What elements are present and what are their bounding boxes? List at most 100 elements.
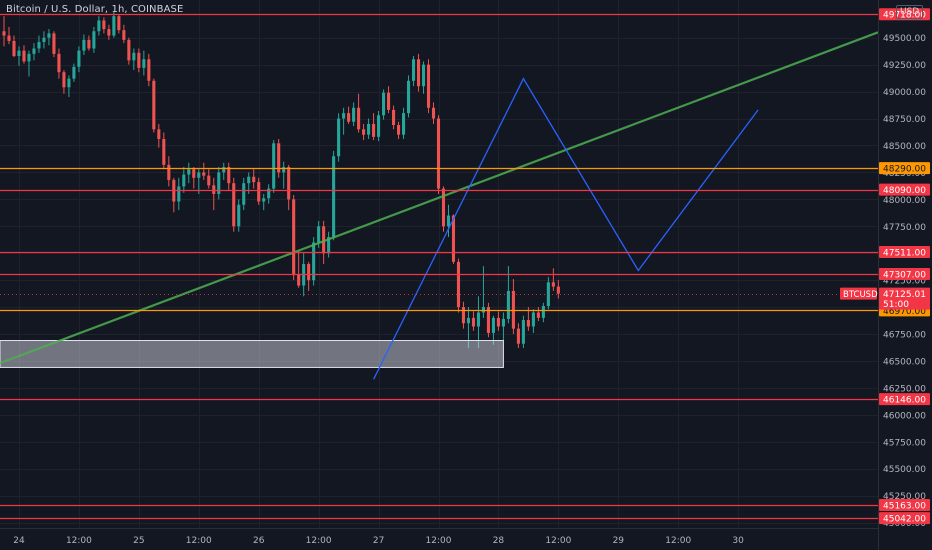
level-price-tag-text: 46146.00 <box>883 396 926 406</box>
bar-countdown: 51:00 <box>883 300 909 310</box>
candle <box>52 31 56 58</box>
candle-body <box>262 198 266 202</box>
candle <box>187 162 191 184</box>
candle <box>367 118 371 140</box>
candle <box>97 16 101 36</box>
level-price-tag-text: 45163.00 <box>883 502 926 512</box>
price-tick-label: 47250.00 <box>883 277 926 287</box>
level-price-tag[interactable]: 45042.00 <box>879 512 930 525</box>
candle-body <box>332 156 336 238</box>
trendline[interactable] <box>0 31 879 365</box>
candle <box>227 162 231 191</box>
candle-body <box>22 50 26 62</box>
time-tick-label: 24 <box>13 536 25 546</box>
candle-body <box>152 80 156 130</box>
level-price-tag[interactable]: 48090.00 <box>879 183 930 197</box>
candle-body <box>197 172 201 178</box>
candle <box>197 169 201 194</box>
candle-body <box>357 107 361 130</box>
time-tick-label: 12:00 <box>665 536 691 546</box>
candle-body <box>307 264 311 281</box>
candle <box>397 121 401 140</box>
price-tick-label: 46750.00 <box>883 331 926 341</box>
candle <box>47 29 51 46</box>
candle-body <box>421 64 426 87</box>
support-zone-rectangle[interactable] <box>0 340 504 368</box>
time-tick-label: 12:00 <box>306 536 332 546</box>
candle-body <box>431 107 436 119</box>
candle-body <box>37 42 41 49</box>
candle-body <box>471 317 476 327</box>
candle-body <box>157 129 161 140</box>
candle-body <box>12 40 16 57</box>
candle-body <box>232 183 236 227</box>
candle <box>471 311 476 331</box>
candle <box>262 193 266 211</box>
price-tick-label: 45250.00 <box>883 492 926 502</box>
candle <box>416 53 421 92</box>
candle <box>441 186 446 232</box>
candle <box>162 132 166 170</box>
candle <box>87 35 91 51</box>
time-tick-label: 25 <box>133 536 144 546</box>
candle-body <box>461 307 466 324</box>
candle-body <box>107 29 111 36</box>
level-price-tag[interactable]: 46146.00 <box>879 393 930 406</box>
candle-body <box>282 167 286 173</box>
candle <box>82 34 86 55</box>
candle <box>62 70 66 94</box>
level-price-tag-background <box>879 268 930 281</box>
candle-body <box>337 118 341 157</box>
candle-body <box>227 167 231 184</box>
candle <box>377 110 381 142</box>
time-tick-label: 12:00 <box>545 536 571 546</box>
candle-body <box>17 50 21 57</box>
candle-body <box>451 215 456 262</box>
symbol-tag[interactable]: BTCUSD <box>840 287 878 301</box>
candle <box>152 78 156 133</box>
time-axis[interactable]: 24 12:00 25 12:00 26 12:00 27 12:00 28 12:00 29 12:… <box>0 528 878 550</box>
candle <box>382 89 386 120</box>
candle <box>272 140 276 193</box>
level-price-tag[interactable]: 45163.00 <box>879 499 930 512</box>
candle <box>406 75 411 118</box>
candle <box>536 307 540 322</box>
candle <box>496 311 500 331</box>
candle <box>307 261 311 291</box>
time-tick-label: 29 <box>613 536 625 546</box>
candle-body <box>506 290 510 319</box>
candle <box>541 302 545 323</box>
candle-body <box>436 118 441 189</box>
level-price-tag[interactable]: 47511.00 <box>879 246 930 259</box>
candle-body <box>382 92 386 116</box>
currency-button[interactable]: USD <box>896 5 924 19</box>
candle <box>22 45 26 64</box>
candle-body <box>466 317 471 324</box>
chart-title: Bitcoin / U.S. Dollar, 1h, COINBASE <box>6 4 184 15</box>
time-tick-label: 27 <box>373 536 384 546</box>
candle <box>401 107 406 140</box>
candle-body <box>222 167 226 173</box>
candle <box>252 169 256 189</box>
candle <box>426 59 431 114</box>
level-price-tag[interactable]: 48290.00 <box>879 162 930 175</box>
level-price-tag-text: 47511.00 <box>883 249 926 259</box>
level-price-tag[interactable]: 47307.00 <box>879 268 930 281</box>
level-price-tag[interactable]: 49718.00 <box>879 8 930 21</box>
candle-body <box>52 33 56 54</box>
time-tick-label: 12:00 <box>66 536 92 546</box>
price-tick-label: 48750.00 <box>883 115 926 125</box>
candle <box>122 24 126 44</box>
level-price-tag-background <box>879 499 930 512</box>
candle <box>112 11 116 38</box>
candle-body <box>97 20 101 32</box>
price-axis[interactable]: 49500.00 49250.00 49000.00 48750.00 48500.00… <box>878 0 932 550</box>
candle-body <box>486 307 490 333</box>
candle <box>17 46 21 66</box>
candle <box>72 63 76 82</box>
level-price-tag-text: 48290.00 <box>883 165 926 175</box>
horizontal-lines[interactable]: BTCUSD <box>0 13 878 520</box>
candle-body <box>272 143 276 189</box>
